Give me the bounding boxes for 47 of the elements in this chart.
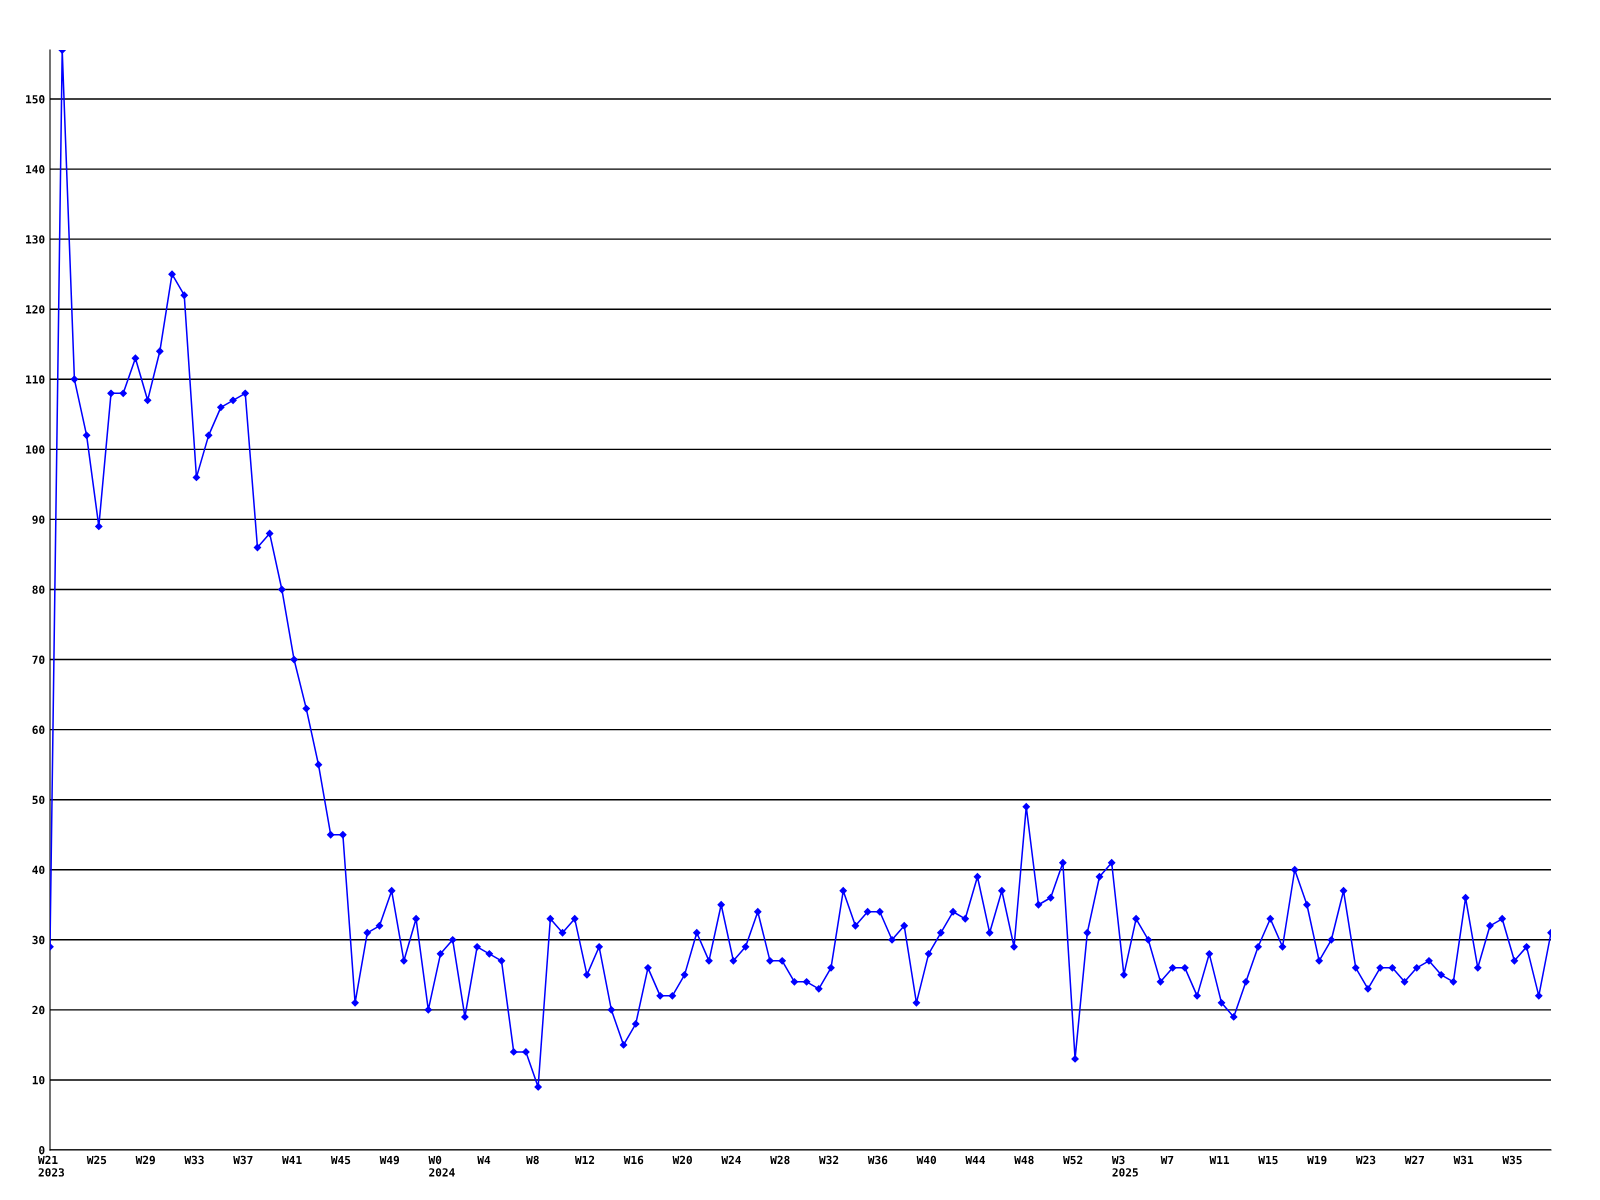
y-tick-label: 40 xyxy=(32,865,45,875)
x-tick-label: W31 xyxy=(1453,1155,1474,1165)
x-tick-label: W20 xyxy=(672,1155,692,1165)
x-tick-label: W28 xyxy=(770,1155,790,1165)
x-tick-label: W27 xyxy=(1404,1155,1424,1164)
x-tick-label: W21 2023 xyxy=(38,1155,65,1177)
x-tick-label: W3 2025 xyxy=(1111,1155,1138,1177)
x-tick-label: W25 xyxy=(86,1155,107,1165)
x-tick-label: W8 xyxy=(526,1155,539,1165)
x-tick-label: W44 xyxy=(965,1155,986,1164)
y-tick-label: 10 xyxy=(32,1075,45,1085)
x-tick-label: W4 xyxy=(477,1155,491,1164)
x-tick-label: W23 xyxy=(1355,1155,1376,1165)
x-tick-label: W36 xyxy=(867,1155,888,1165)
x-tick-label: W35 xyxy=(1502,1155,1522,1165)
y-tick-label: 140 xyxy=(26,165,45,174)
x-tick-label: W15 xyxy=(1258,1155,1278,1165)
x-tick-label: W40 xyxy=(916,1155,937,1165)
x-tick-label: W11 xyxy=(1209,1155,1230,1164)
x-tick-label: W37 xyxy=(233,1155,253,1165)
y-tick-label: 20 xyxy=(32,1005,45,1015)
y-tick-label: 130 xyxy=(26,235,45,244)
x-tick-label: W29 xyxy=(135,1155,155,1165)
x-tick-label: W12 xyxy=(574,1155,595,1164)
y-tick-label: 70 xyxy=(32,655,45,664)
x-tick-label: W52 xyxy=(1063,1155,1083,1165)
y-tick-label: 60 xyxy=(32,725,45,735)
y-tick-label: 120 xyxy=(26,305,45,314)
x-tick-label: W0 2024 xyxy=(428,1155,455,1177)
x-tick-label: W32 xyxy=(819,1155,839,1165)
x-tick-label: W19 xyxy=(1307,1155,1327,1165)
x-tick-label: W7 xyxy=(1160,1155,1174,1164)
y-tick-label: 150 xyxy=(26,95,45,104)
y-tick-label: 90 xyxy=(32,515,45,524)
x-tick-label: W24 xyxy=(721,1155,741,1164)
y-tick-label: 0 xyxy=(39,1145,45,1155)
x-tick-label: W45 xyxy=(330,1155,351,1165)
x-tick-label: W33 xyxy=(184,1155,204,1165)
x-tick-label: W16 xyxy=(623,1155,644,1165)
y-tick-label: 100 xyxy=(26,445,45,454)
x-tick-label: W48 xyxy=(1014,1155,1034,1165)
x-tick-label: W41 xyxy=(282,1155,302,1164)
y-tick-label: 110 xyxy=(26,375,45,384)
y-tick-label: 50 xyxy=(32,795,45,805)
y-tick-label: 80 xyxy=(32,585,45,594)
y-tick-label: 30 xyxy=(32,935,45,945)
x-tick-label: W49 xyxy=(379,1155,400,1165)
